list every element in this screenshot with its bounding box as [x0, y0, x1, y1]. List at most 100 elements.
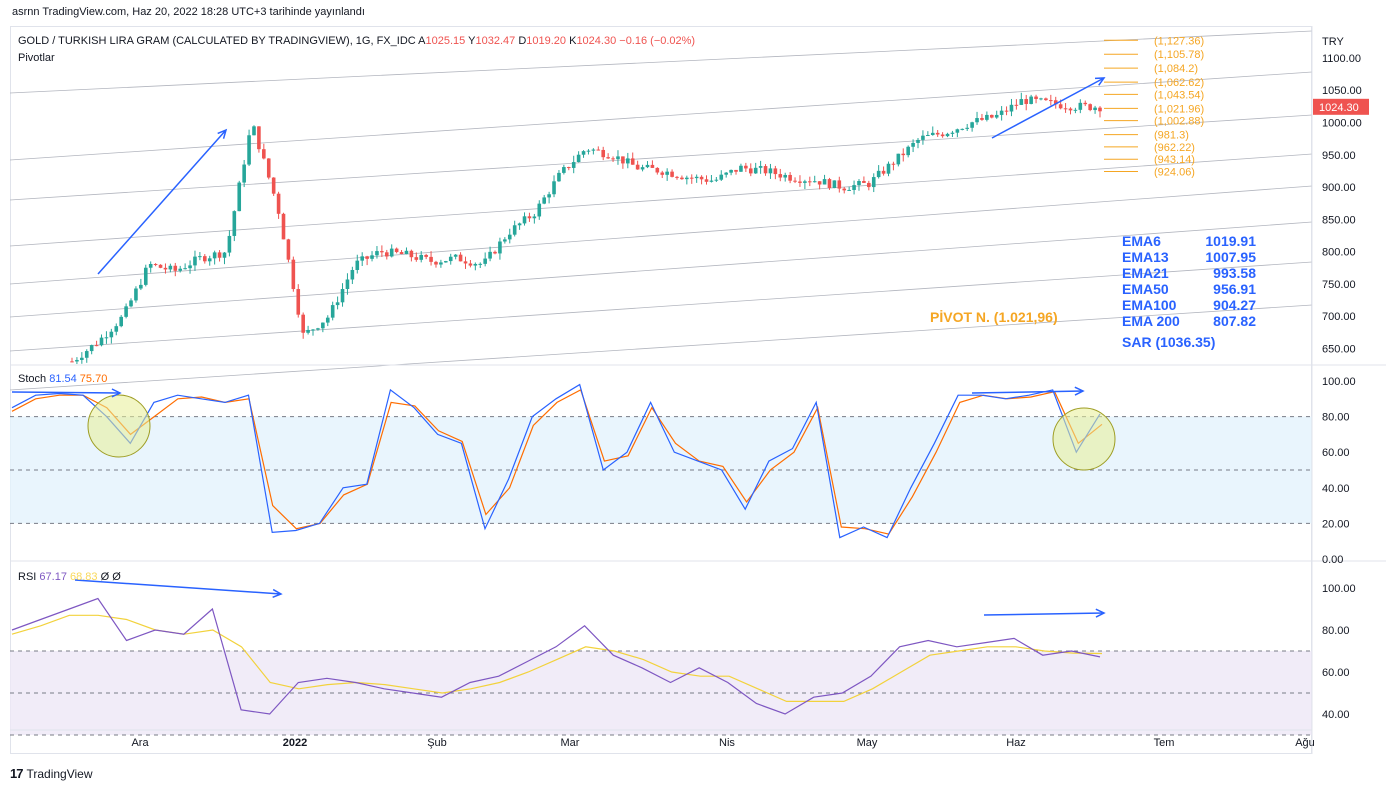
price-tick-label: 750.00 — [1322, 279, 1356, 291]
candle-body — [862, 180, 866, 183]
stoch-k-line — [11, 383, 1101, 539]
rsi-ma-value: 68.83 — [70, 571, 98, 583]
rsi-value: 67.17 — [39, 571, 67, 583]
candle-body — [99, 337, 104, 346]
ema-value: 807.82 — [1213, 313, 1256, 329]
candle-body — [1088, 104, 1092, 111]
candle-body — [601, 149, 606, 158]
candle-body — [911, 142, 915, 147]
candle-body — [803, 181, 807, 183]
main-legend: GOLD / TURKISH LIRA GRAM (CALCULATED BY … — [18, 35, 695, 47]
time-tick-label: Nis — [719, 737, 735, 749]
candle-body — [1024, 99, 1029, 104]
pivots-legend[interactable]: Pivotlar — [18, 52, 55, 64]
high-label: Y — [468, 35, 476, 47]
candle-body — [512, 225, 517, 235]
candle-body — [753, 167, 758, 174]
candle-body — [837, 180, 842, 189]
candle-body — [139, 284, 143, 289]
candle-body — [217, 252, 222, 258]
candle-body — [1073, 109, 1078, 111]
low-value: 1019.20 — [526, 35, 567, 47]
candle-body — [114, 326, 119, 332]
pivot-label: (1,127.36) — [1154, 35, 1204, 47]
candle-body — [798, 181, 802, 183]
open-label: A — [418, 35, 426, 47]
time-tick-label: Mar — [561, 737, 580, 749]
stoch-tick-label: 100.00 — [1322, 376, 1356, 388]
candle-body — [1009, 104, 1014, 112]
pivot-label: (1,105.78) — [1154, 49, 1204, 61]
candle-body — [468, 263, 473, 266]
pivot-label: (924.06) — [1154, 167, 1195, 179]
axes: TRY 1100.00 1050.00 1000.00 950.00 900.00 850.… — [10, 26, 1386, 754]
close-label: K — [569, 35, 577, 47]
brand[interactable]: 17 TradingView — [10, 766, 93, 781]
candle-body — [606, 157, 610, 159]
ema-value: 956.91 — [1213, 281, 1256, 297]
candle-body — [281, 213, 286, 240]
candle-body — [1039, 98, 1043, 100]
candle-body — [675, 176, 679, 178]
candle-body — [709, 180, 714, 182]
channel-line — [9, 153, 1313, 247]
time-tick-label: Ağu — [1295, 737, 1315, 749]
candle-body — [1093, 107, 1097, 111]
candle-body — [384, 252, 389, 257]
pivot-label: (981.3) — [1154, 130, 1189, 142]
candle-body — [1019, 99, 1024, 105]
candle-body — [576, 154, 581, 163]
stoch-d-value: 75.70 — [79, 373, 108, 385]
price-tick-label: 800.00 — [1322, 247, 1356, 259]
candle-body — [655, 167, 660, 173]
candle-body — [871, 177, 876, 188]
candle-body — [842, 188, 847, 191]
ema-row: EMA21 993.58 — [1122, 265, 1256, 281]
price-tick-label: 1100.00 — [1322, 53, 1361, 65]
candle-body — [980, 118, 984, 120]
candle-body — [817, 181, 822, 185]
candle-body — [852, 185, 856, 190]
pivot-note: PİVOT N. (1.021,96) — [930, 309, 1058, 325]
candle-body — [203, 256, 207, 262]
rsi-z2: Ø — [112, 571, 121, 583]
channel-line — [9, 185, 1313, 285]
candle-body — [611, 158, 615, 160]
candle-body — [921, 135, 925, 140]
ema-row: EMA6 1019.91 — [1122, 233, 1256, 249]
stoch-tick-label: 80.00 — [1322, 412, 1350, 424]
candle-body — [640, 167, 645, 170]
candle-body — [399, 252, 404, 255]
pivot-label: (1,084.2) — [1154, 63, 1198, 75]
candle-body — [552, 181, 556, 195]
candle-body — [773, 168, 778, 175]
candle-body — [1068, 108, 1073, 111]
candle-body — [522, 216, 527, 224]
annotation-arrowhead — [1094, 77, 1106, 86]
candle-body — [321, 322, 325, 329]
ema-value: 1019.91 — [1205, 233, 1256, 249]
ema-label: EMA21 — [1122, 265, 1169, 281]
ema-row: EMA 200 807.82 — [1122, 313, 1256, 329]
ema-row: EMA50 956.91 — [1122, 281, 1256, 297]
ema-label: EMA13 — [1122, 249, 1169, 265]
candle-body — [970, 122, 974, 128]
candle-body — [80, 357, 84, 360]
candle-body — [670, 171, 674, 177]
candle-body — [714, 179, 719, 181]
candle-body — [532, 216, 537, 219]
candle-body — [1098, 107, 1102, 112]
candle-body — [586, 150, 591, 152]
candle-body — [807, 181, 812, 183]
annotation-arrow — [74, 579, 282, 595]
stoch-legend[interactable]: Stoch 81.54 75.70 — [18, 373, 107, 385]
candle-body — [660, 172, 665, 175]
candle-body — [252, 126, 256, 136]
candle-body — [989, 114, 994, 118]
candle-body — [778, 174, 783, 178]
rsi-legend[interactable]: RSI 67.17 68.83 Ø Ø — [18, 571, 121, 583]
rsi-z1: Ø — [100, 571, 110, 583]
highlight-circle — [1052, 407, 1116, 471]
stoch-tick-label: 60.00 — [1322, 447, 1350, 459]
